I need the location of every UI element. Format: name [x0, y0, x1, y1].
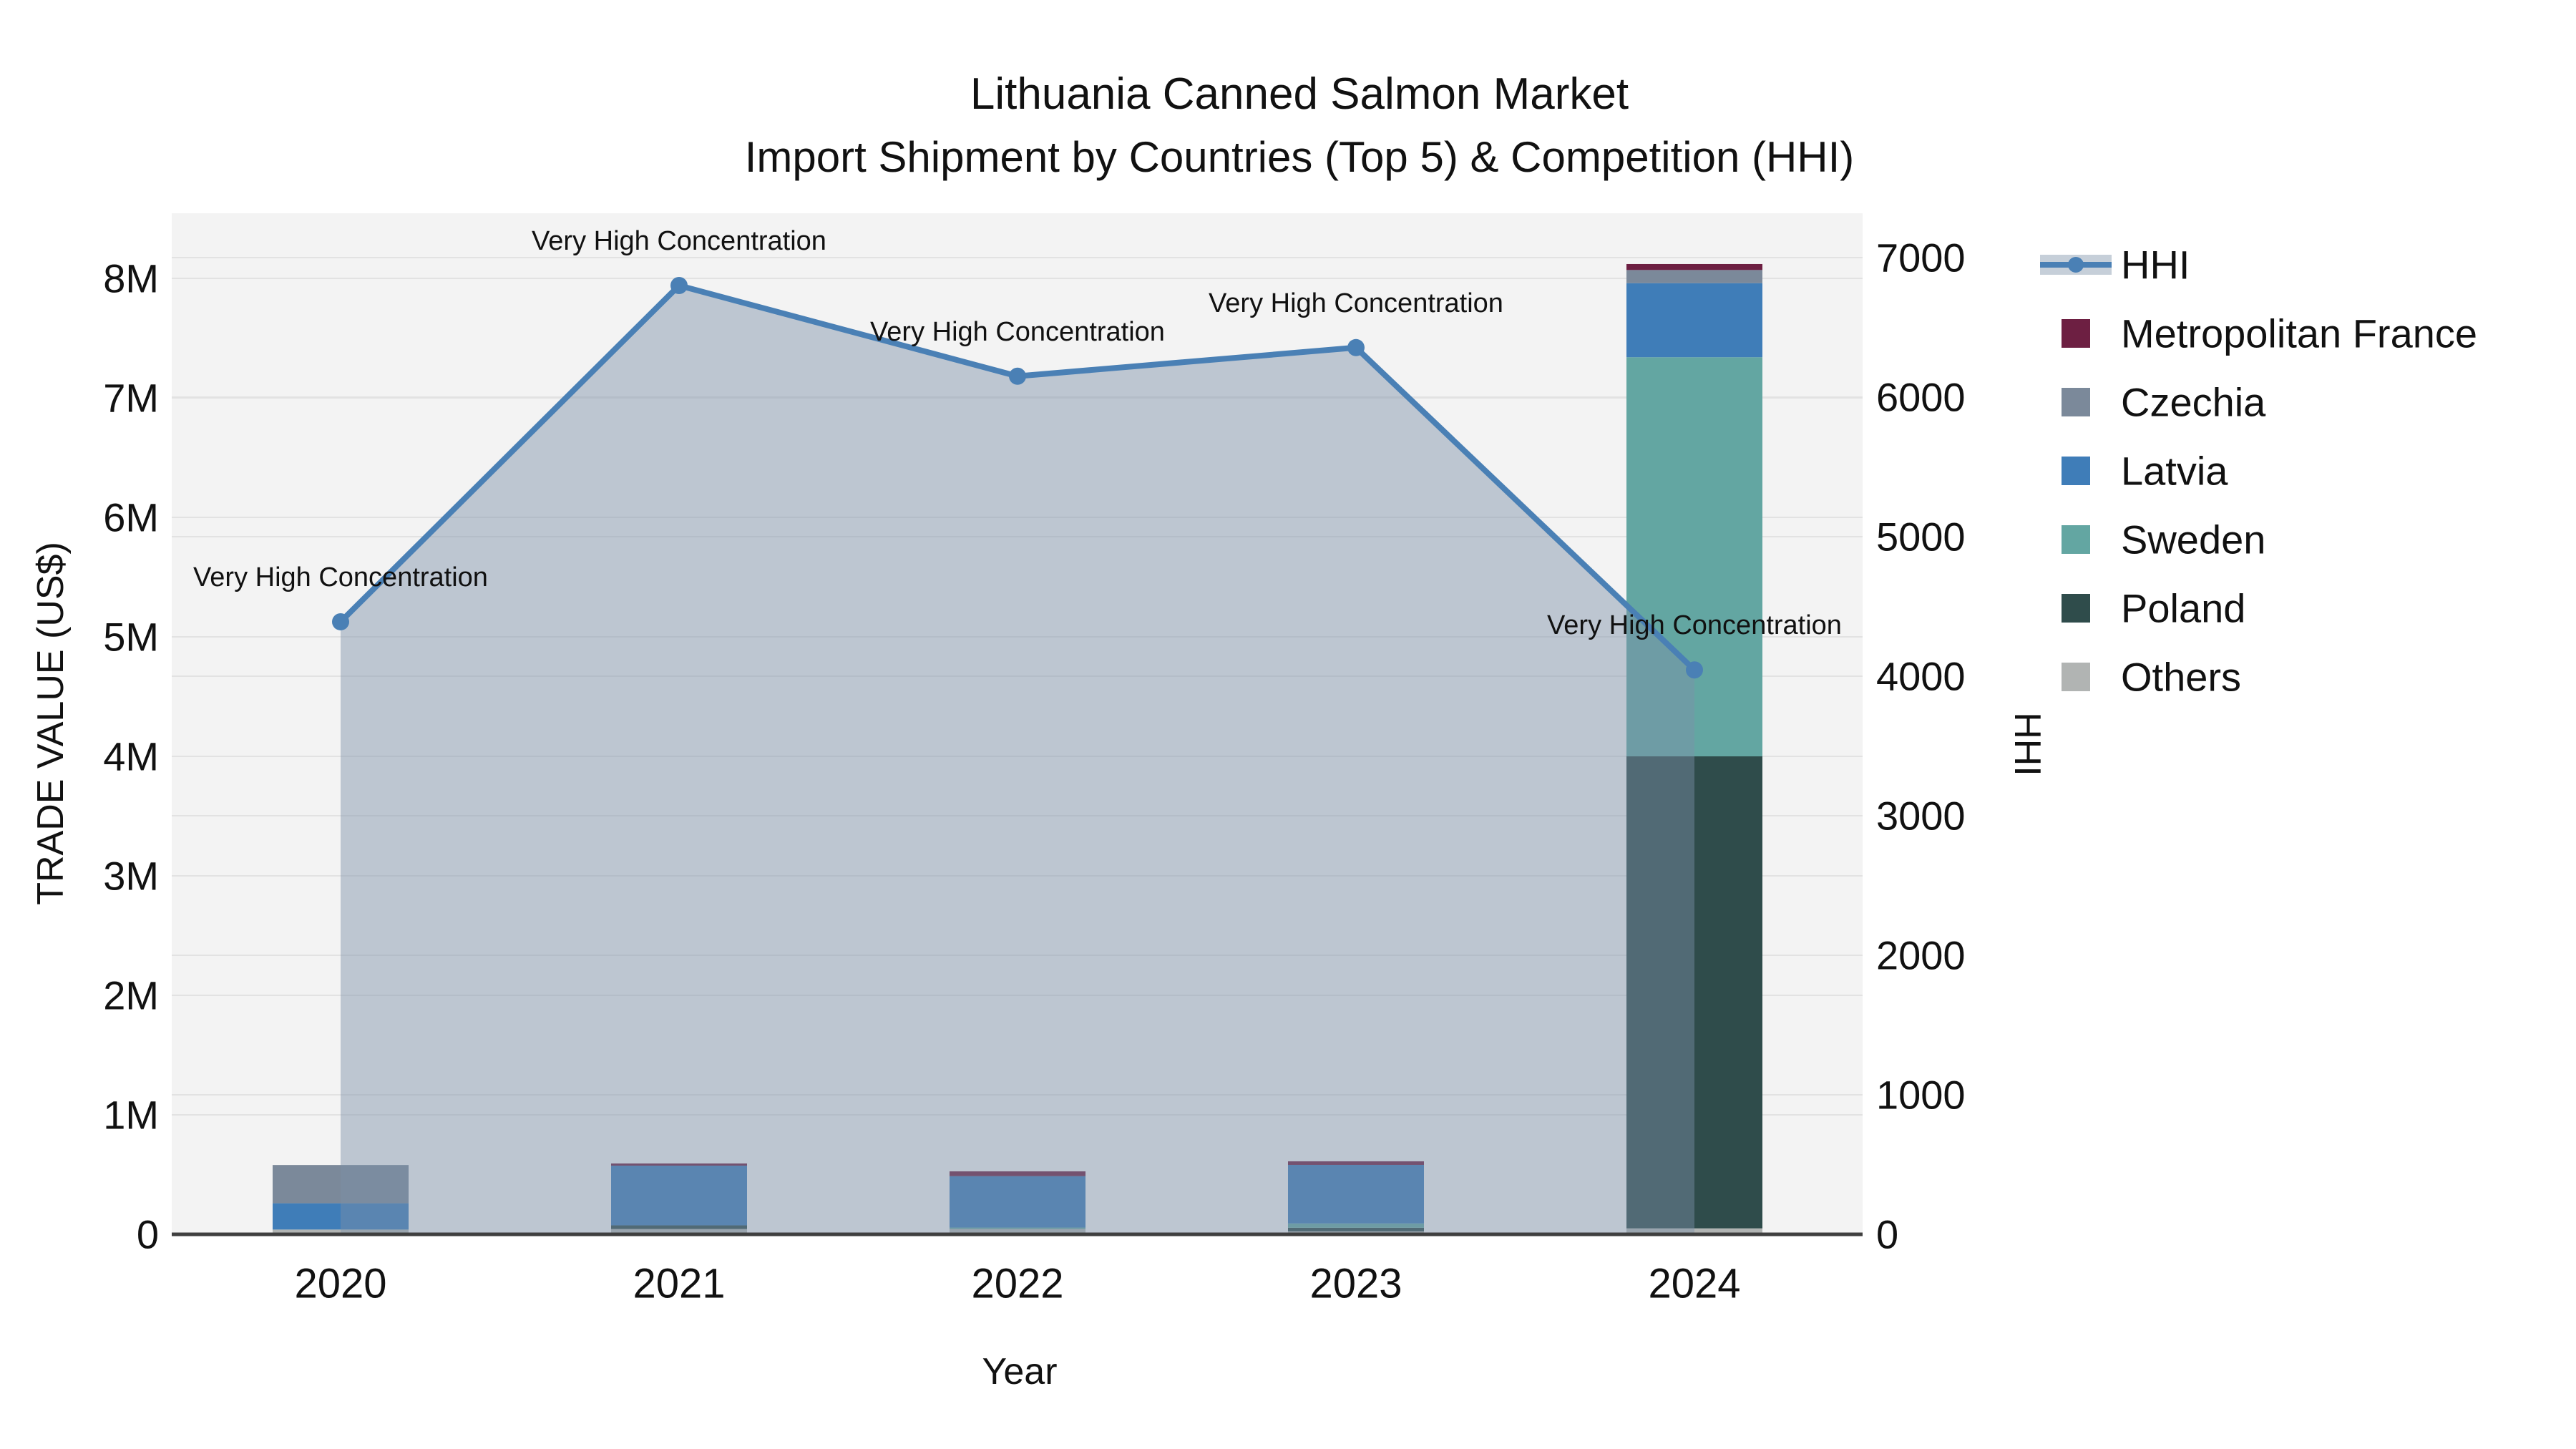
left-tick-label: 8M — [103, 256, 159, 301]
annotation-2020: Very High Concentration — [193, 562, 488, 592]
legend-item-latvia: Latvia — [2062, 449, 2228, 494]
legend-label: Metropolitan France — [2121, 311, 2477, 356]
left-tick-label: 6M — [103, 495, 159, 540]
legend-label: Sweden — [2121, 517, 2265, 562]
bar-segment-metropolitan-france-2021 — [611, 1163, 747, 1166]
left-tick-label: 7M — [103, 376, 159, 421]
annotation-2024: Very High Concentration — [1547, 610, 1842, 640]
bar-segment-metropolitan-france-2024 — [1626, 263, 1762, 270]
legend-label: Latvia — [2121, 449, 2228, 494]
legend-item-others: Others — [2062, 655, 2241, 700]
hhi-line — [332, 277, 1703, 679]
hhi-marker-2021 — [670, 277, 688, 295]
legend: HHI Metropolitan France Czechia Latvia Swede… — [2040, 243, 2477, 700]
left-axis-tick-labels: 0 1M 2M 3M 4M 5M 6M 7M 8M — [103, 256, 159, 1257]
left-tick-label: 1M — [103, 1093, 159, 1138]
legend-swatch-poland — [2062, 594, 2090, 623]
legend-hhi-marker-sample — [2068, 257, 2084, 273]
legend-swatch-others — [2062, 663, 2090, 691]
bar-segment-others-2024 — [1626, 1228, 1762, 1234]
legend-swatch-sweden — [2062, 525, 2090, 554]
legend-label: Others — [2121, 655, 2241, 700]
annotation-2023: Very High Concentration — [1209, 288, 1503, 318]
bar-segment-latvia-2023 — [1288, 1164, 1424, 1224]
bar-segment-poland-2021 — [611, 1225, 747, 1229]
bar-segment-others-2021 — [611, 1229, 747, 1234]
bar-segment-others-2020 — [273, 1229, 409, 1234]
right-tick-label: 6000 — [1876, 375, 1966, 420]
legend-item-poland: Poland — [2062, 586, 2245, 631]
x-tick-label-2022: 2022 — [971, 1261, 1063, 1307]
right-tick-label: 0 — [1876, 1212, 1898, 1257]
bar-segment-latvia-2021 — [611, 1165, 747, 1226]
left-tick-label: 3M — [103, 854, 159, 899]
bar-segment-sweden-2022 — [950, 1227, 1085, 1229]
bar-segment-czechia-2020 — [273, 1165, 409, 1204]
bar-segment-latvia-2024 — [1626, 283, 1762, 358]
bar-segment-poland-2024 — [1626, 756, 1762, 1229]
legend-label: Czechia — [2121, 380, 2266, 425]
legend-item-metropolitan-france: Metropolitan France — [2062, 311, 2477, 356]
bar-segment-poland-2023 — [1288, 1227, 1424, 1231]
x-tick-label-2020: 2020 — [294, 1261, 386, 1307]
hhi-area-polygon — [341, 286, 1694, 1234]
hhi-marker-2022 — [1009, 367, 1026, 385]
gridlines — [172, 257, 1863, 1116]
stacked-bars — [273, 263, 1762, 1234]
chart-title-line1: Lithuania Canned Salmon Market — [970, 69, 1629, 119]
bar-segment-sweden-2023 — [1288, 1223, 1424, 1228]
right-tick-label: 7000 — [1876, 235, 1966, 280]
left-tick-label: 5M — [103, 615, 159, 660]
left-axis-title: TRADE VALUE (US$) — [30, 542, 72, 905]
left-tick-label: 0 — [137, 1212, 159, 1257]
bar-segment-latvia-2020 — [273, 1203, 409, 1230]
legend-item-czechia: Czechia — [2062, 380, 2266, 425]
x-tick-label-2023: 2023 — [1309, 1261, 1402, 1307]
bar-segment-czechia-2024 — [1626, 270, 1762, 283]
left-tick-label: 2M — [103, 973, 159, 1018]
legend-label: HHI — [2121, 243, 2190, 288]
hhi-marker-2023 — [1347, 338, 1365, 356]
hhi-marker-2024 — [1686, 661, 1703, 679]
annotation-2021: Very High Concentration — [532, 226, 826, 256]
left-tick-label: 4M — [103, 734, 159, 779]
chart-title-line2: Import Shipment by Countries (Top 5) & C… — [745, 133, 1855, 181]
annotation-2022: Very High Concentration — [870, 317, 1165, 347]
right-axis-title: HHI — [2006, 712, 2048, 776]
legend-item-hhi: HHI — [2040, 243, 2190, 288]
legend-item-sweden: Sweden — [2062, 517, 2265, 562]
bar-segment-sweden-2024 — [1626, 357, 1762, 757]
annotations: Very High Concentration Very High Concent… — [193, 226, 1842, 640]
bar-segment-latvia-2022 — [950, 1176, 1085, 1228]
legend-label: Poland — [2121, 586, 2245, 631]
right-tick-label: 1000 — [1876, 1073, 1966, 1118]
legend-swatch-metropolitan-france — [2062, 319, 2090, 348]
hhi-marker-2020 — [332, 613, 349, 630]
right-axis-tick-labels: 0 1000 2000 3000 4000 5000 6000 7000 — [1876, 235, 1966, 1257]
bar-segment-metropolitan-france-2023 — [1288, 1161, 1424, 1165]
right-tick-label: 3000 — [1876, 794, 1966, 839]
legend-swatch-latvia — [2062, 457, 2090, 485]
legend-swatch-czechia — [2062, 388, 2090, 416]
right-tick-label: 4000 — [1876, 654, 1966, 699]
x-tick-label-2024: 2024 — [1648, 1261, 1740, 1307]
x-axis-title: Year — [982, 1351, 1057, 1392]
x-axis-tick-labels: 2020 2021 2022 2023 2024 — [294, 1261, 1740, 1307]
right-tick-label: 5000 — [1876, 514, 1966, 560]
x-tick-label-2021: 2021 — [633, 1261, 725, 1307]
hhi-area-fill — [341, 286, 1694, 1234]
right-tick-label: 2000 — [1876, 933, 1966, 978]
bar-segment-metropolitan-france-2022 — [950, 1171, 1085, 1176]
bar-segment-others-2022 — [950, 1229, 1085, 1234]
